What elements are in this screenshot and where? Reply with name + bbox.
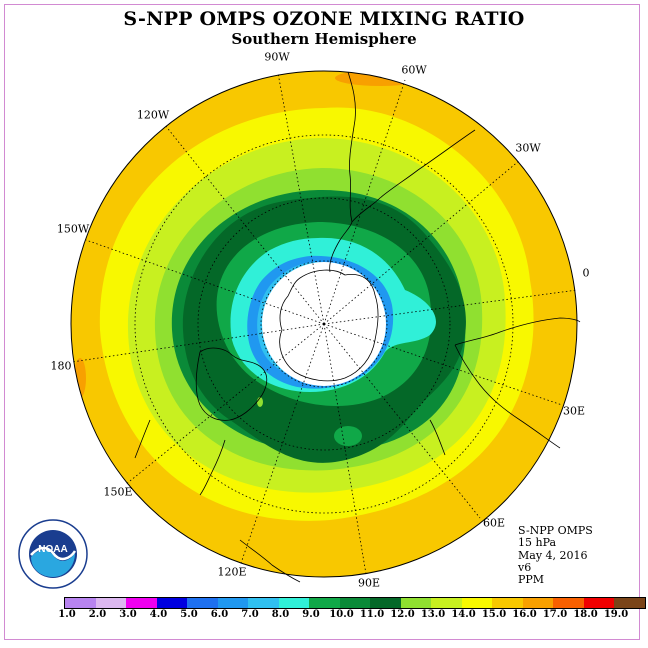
observation-date: May 4, 2016 <box>518 548 588 562</box>
colorbar-tick-label: 7.0 <box>241 609 259 620</box>
lon-label-60e: 60E <box>482 516 506 530</box>
colorbar-tick-label: 17.0 <box>542 609 568 620</box>
colorbar-tick-label: 6.0 <box>210 609 229 620</box>
colorbar-swatch <box>248 598 279 608</box>
lon-label-60w: 60W <box>401 63 427 77</box>
colorbar-swatch <box>492 598 523 608</box>
colorbar-swatch <box>461 598 492 608</box>
colorbar-swatch <box>370 598 401 608</box>
lon-label-120e: 120E <box>217 565 247 579</box>
colorbar-swatch <box>553 598 584 608</box>
product-version: v6 <box>518 560 532 574</box>
colorbar-tick-label: 11.0 <box>359 609 385 620</box>
colorbar-tick-label: 16.0 <box>512 609 537 620</box>
map-title: S-NPP OMPS OZONE MIXING RATIO <box>123 8 525 30</box>
longitude-gridlines <box>71 72 578 575</box>
logo-text: NOAA <box>38 544 67 555</box>
lon-label-120w: 120W <box>136 108 170 122</box>
colorbar <box>64 597 646 609</box>
colorbar-swatch <box>522 598 553 608</box>
colorbar-swatch <box>614 598 645 608</box>
colorbar-swatch <box>95 598 126 608</box>
colorbar-tick-label: 10.0 <box>329 609 354 620</box>
colorbar-swatch <box>217 598 248 608</box>
colorbar-swatch <box>400 598 431 608</box>
colorbar-tick-label: 12.0 <box>390 609 415 620</box>
pressure-level: 15 hPa <box>518 536 557 550</box>
lon-label-150w: 150W <box>56 222 90 236</box>
coastlines <box>134 71 581 583</box>
map-subtitle: Southern Hemisphere <box>231 30 417 48</box>
product-info: S-NPP OMPS 15 hPa May 4, 2016 v6 PPM <box>518 524 593 587</box>
colorbar-swatch <box>187 598 218 608</box>
colorbar-swatch <box>339 598 370 608</box>
noaa-logo-icon: NOAA <box>18 519 88 589</box>
colorbar-tick-label: 3.0 <box>119 609 137 620</box>
colorbar-tick-label: 4.0 <box>149 609 168 620</box>
lon-label-90e: 90E <box>357 576 381 590</box>
colorbar-swatch <box>583 598 614 608</box>
colorbar-swatch <box>156 598 187 608</box>
lon-label-30e: 30E <box>562 404 586 418</box>
colorbar-swatch <box>126 598 157 608</box>
latitude-gridlines <box>134 134 514 514</box>
instrument-name: S-NPP OMPS <box>518 524 593 537</box>
colorbar-tick-label: 2.0 <box>88 609 107 620</box>
units-label: PPM <box>518 573 545 587</box>
lon-label-90w: 90W <box>264 50 290 64</box>
colorbar-tick-label: 15.0 <box>481 609 507 620</box>
colorbar-swatch <box>65 598 96 608</box>
colorbar-tick-label: 8.0 <box>271 609 290 620</box>
colorbar-swatch <box>278 598 309 608</box>
lon-label-180: 180 <box>50 359 72 373</box>
colorbar-tick-label: 1.0 <box>58 609 76 620</box>
colorbar-ticks: 1.0 2.0 3.0 4.0 5.0 6.0 7.0 8.0 9.0 10.0 11.0 12.0 1… <box>58 609 628 623</box>
colorbar-swatch <box>431 598 462 608</box>
ozone-patch <box>334 426 362 446</box>
colorbar-tick-label: 18.0 <box>573 609 598 620</box>
colorbar-tick-label: 9.0 <box>302 609 320 620</box>
lon-label-0: 0 <box>582 266 590 280</box>
colorbar-tick-label: 19.0 <box>603 609 629 620</box>
colorbar-swatch <box>309 598 340 608</box>
lon-label-30w: 30W <box>515 141 541 155</box>
lon-label-150e: 150E <box>103 485 133 499</box>
map-boundary <box>70 70 578 578</box>
colorbar-tick-label: 14.0 <box>451 609 476 620</box>
colorbar-tick-label: 13.0 <box>420 609 446 620</box>
colorbar-tick-label: 5.0 <box>180 609 198 620</box>
